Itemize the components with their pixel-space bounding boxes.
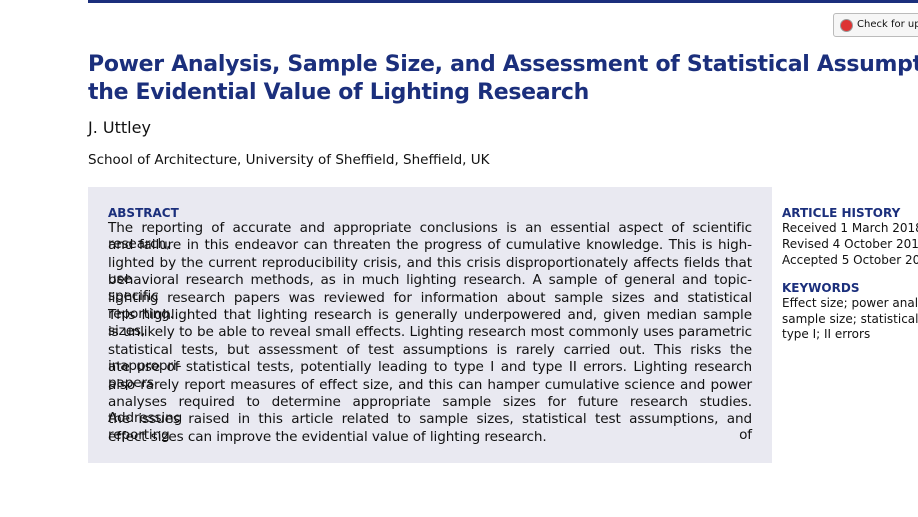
title-line: Power Analysis, Sample Size, and Assessm… xyxy=(88,52,918,77)
abstract-line: behavioral research methods, as in much … xyxy=(108,272,752,305)
abstract-box xyxy=(88,187,772,463)
keyword-line: sample size; statistical te xyxy=(782,311,918,326)
abstract-line: ate use of statistical tests, potentiall… xyxy=(108,359,752,392)
affiliation: School of Architecture, University of Sh… xyxy=(88,152,490,168)
abstract-line: lighting research papers was reviewed fo… xyxy=(108,289,752,322)
check-updates-button[interactable]: Check for upda xyxy=(833,13,918,37)
abstract-line: also rarely report measures of effect si… xyxy=(108,376,752,393)
history-item: Received 1 March 2018 xyxy=(782,221,918,235)
abstract-line: analyses required to determine appropria… xyxy=(108,394,752,426)
update-icon xyxy=(840,19,853,32)
keywords-heading: KEYWORDS xyxy=(782,281,860,295)
abstract-line: and failure in this endeavor can threate… xyxy=(108,237,752,254)
history-item: Revised 4 October 2018 xyxy=(782,237,918,251)
title-line: the Evidential Value of Lighting Researc… xyxy=(88,80,589,105)
keyword-line: type I; II errors xyxy=(782,327,871,341)
abstract-line: statistical tests, but assessment of tes… xyxy=(108,341,752,374)
keyword-line: Effect size; power analysi xyxy=(782,296,918,310)
abstract-line: the issues raised in this article relate… xyxy=(108,411,752,444)
history-item: Accepted 5 October 2018 xyxy=(782,253,918,267)
author: J. Uttley xyxy=(88,118,151,137)
abstract-line: The reporting of accurate and appropriat… xyxy=(108,220,752,252)
update-label: Check for upda xyxy=(857,19,918,30)
abstract-line: lighted by the current reproducibility c… xyxy=(108,254,752,287)
abstract-line: effect sizes can improve the evidential … xyxy=(108,428,547,445)
abstract-line: This highlighted that lighting research … xyxy=(108,307,752,339)
history-heading: ARTICLE HISTORY xyxy=(782,206,901,220)
abstract-heading: ABSTRACT xyxy=(108,206,179,220)
abstract-line: is unlikely to be able to reveal small e… xyxy=(108,324,752,341)
top-rule xyxy=(88,0,918,3)
